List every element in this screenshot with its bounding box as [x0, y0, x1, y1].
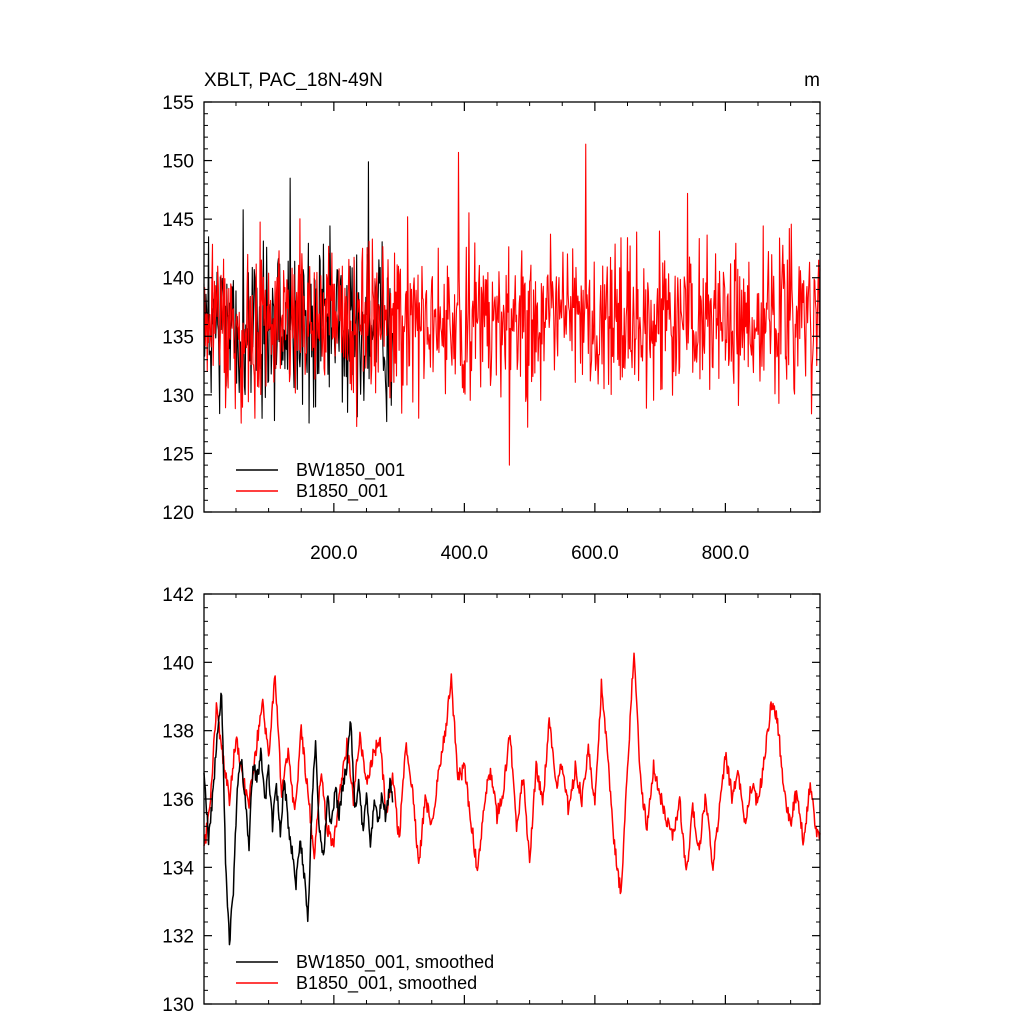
- x-tick-label: 200.0: [310, 543, 358, 564]
- y-tick-label: 150: [162, 152, 194, 173]
- series-line-BW1850_001, smoothed: [203, 692, 394, 946]
- legend-label: BW1850_001: [296, 460, 405, 481]
- y-tick-label: 138: [162, 722, 194, 743]
- y-tick-label: 155: [162, 93, 194, 114]
- y-tick-label: 132: [162, 927, 194, 948]
- y-tick-label: 125: [162, 444, 194, 465]
- y-tick-label: 145: [162, 210, 194, 231]
- y-tick-label: 134: [162, 858, 194, 879]
- legend-label: B1850_001: [296, 481, 388, 502]
- legend-label: BW1850_001, smoothed: [296, 952, 494, 973]
- y-tick-label: 130: [162, 386, 194, 407]
- legend-label: B1850_001, smoothed: [296, 973, 477, 994]
- x-tick-label: 600.0: [571, 543, 619, 564]
- series-line-B1850_001: [203, 143, 821, 466]
- y-tick-label: 142: [162, 585, 194, 606]
- y-tick-label: 120: [162, 503, 194, 524]
- y-tick-label: 130: [162, 995, 194, 1016]
- y-tick-label: 136: [162, 790, 194, 811]
- series-line-B1850_001, smoothed: [203, 652, 821, 895]
- x-tick-label: 800.0: [702, 543, 750, 564]
- plot-bottom-smoothed: 130 132 134 136 138 140 142 BW1850_001, smooth…: [162, 585, 821, 1016]
- plot-top-raw: XBLT, PAC_18N-49N m 120 125 130 135 140 145 15…: [162, 70, 821, 564]
- y-tick-label: 140: [162, 653, 194, 674]
- y-tick-label: 135: [162, 327, 194, 348]
- plot-frame: [203, 101, 821, 513]
- x-tick-label: 400.0: [441, 543, 489, 564]
- chart-units: m: [804, 70, 820, 91]
- y-tick-label: 140: [162, 269, 194, 290]
- chart-title: XBLT, PAC_18N-49N: [204, 70, 383, 91]
